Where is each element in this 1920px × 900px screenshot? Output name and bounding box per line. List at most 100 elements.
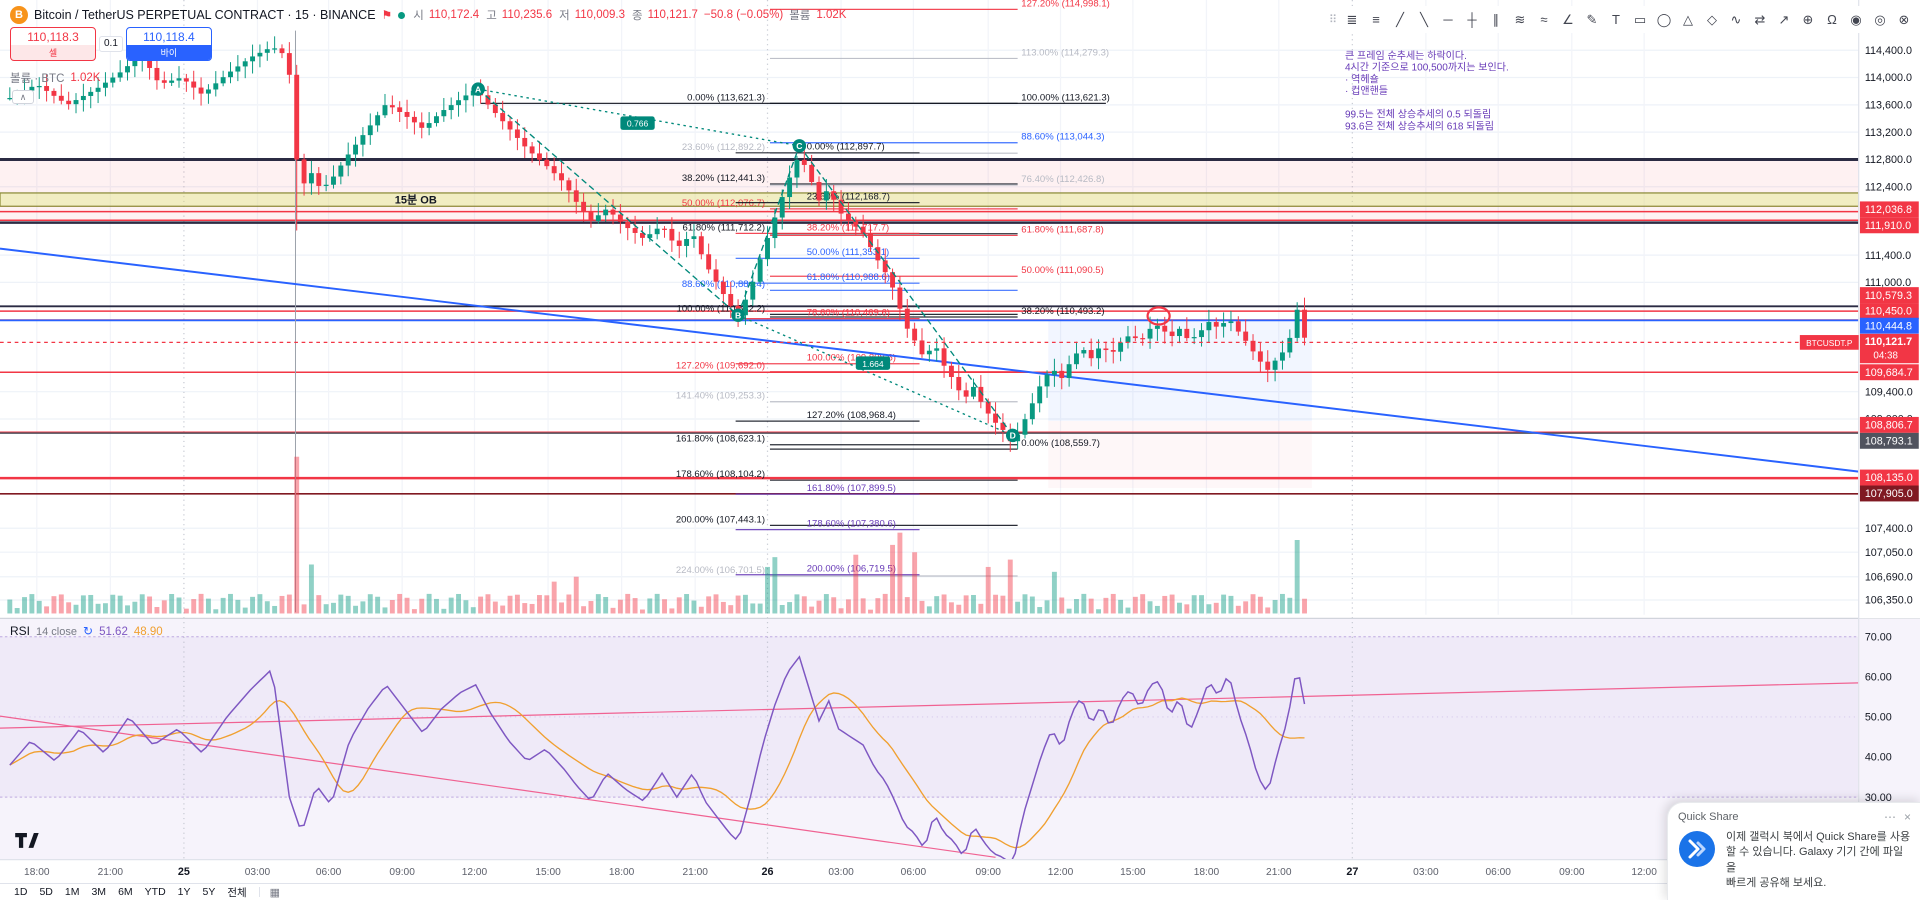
rsi-title: RSI: [10, 624, 31, 638]
rsi-legend[interactable]: RSI 14 close ↻ 51.62 48.90: [10, 624, 163, 638]
ohlc-label: 종: [632, 10, 643, 22]
rsi-pane: [0, 617, 1920, 865]
range-buttons: 1D 5D 1M 3M 6M YTD 1Y 5Y 전체: [8, 885, 253, 900]
tool-lock-all-icon[interactable]: ◉: [1844, 7, 1868, 32]
svg-text:B: B: [735, 310, 741, 320]
price-level-label: [1859, 469, 1919, 486]
quick-share-title: Quick Share: [1678, 811, 1739, 823]
quick-share-notification[interactable]: Quick Share ⋯ × 이제 갤럭시 북에서 Quick Share를 …: [1667, 802, 1920, 900]
svg-text:04:38: 04:38: [1873, 350, 1898, 361]
legend-collapse-button[interactable]: ∧: [12, 90, 34, 104]
symbol-title[interactable]: Bitcoin / TetherUS PERPETUAL CONTRACT · …: [34, 8, 376, 22]
rsi-refresh-icon[interactable]: ↻: [83, 624, 94, 638]
svg-text:BTCUSDT.P: BTCUSDT.P: [1806, 338, 1853, 348]
time-label: 27: [1346, 866, 1358, 878]
tool-xabcd-pattern-icon[interactable]: ◇: [1700, 7, 1724, 32]
time-label: 18:00: [24, 867, 50, 878]
annotation-note-1[interactable]: 큰 프레임 순추세는 하락이다.4시간 기준으로 100,500까지는 보인다.…: [1345, 49, 1509, 97]
svg-text:· 컵앤핸들: · 컵앤핸들: [1345, 84, 1388, 97]
tool-magnet-icon[interactable]: Ω: [1820, 7, 1844, 32]
tool-trend-line-icon[interactable]: ╱: [1388, 7, 1412, 32]
tool-fib-retracement-icon[interactable]: ≋: [1508, 7, 1532, 32]
time-label: 18:00: [1194, 867, 1220, 878]
tool-arrow-marker-icon[interactable]: ↗: [1772, 7, 1796, 32]
tool-fib-timezone-icon[interactable]: ≈: [1532, 7, 1556, 32]
tool-remove-all-icon[interactable]: ⊗: [1892, 7, 1916, 32]
range-button-YTD[interactable]: YTD: [139, 886, 172, 898]
tool-text-icon[interactable]: T: [1604, 7, 1628, 32]
price-axis[interactable]: 114,400.0 114,000.0 113,600.0 113,200.0 112,…: [1858, 0, 1919, 885]
tool-brush-icon[interactable]: ✎: [1580, 7, 1604, 32]
price-level-label: [1859, 364, 1919, 381]
rsi-params: 14 close: [36, 626, 77, 638]
close-icon[interactable]: ×: [1903, 810, 1911, 824]
ohlc-value: 110,235.6: [501, 9, 553, 21]
range-button-5Y[interactable]: 5Y: [197, 886, 222, 898]
price-label: 112,400.0: [1865, 181, 1912, 193]
sell-price: 110,118.3: [27, 30, 79, 44]
volume-indicator-legend[interactable]: 볼륨 · BTC 1.02K: [10, 70, 100, 86]
rsi-scale-label: 50.00: [1865, 712, 1892, 724]
toolbar-drag-handle-icon[interactable]: ⠿: [1326, 7, 1340, 32]
range-button-1D[interactable]: 1D: [8, 886, 33, 898]
quick-share-message: 이제 갤럭시 북에서 Quick Share를 사용 할 수 있습니다. Gal…: [1726, 830, 1911, 892]
svg-text:107,905.0: 107,905.0: [1865, 488, 1913, 500]
tool-zoom-in-icon[interactable]: ⊕: [1796, 7, 1820, 32]
tool-gann-fan-icon[interactable]: ∠: [1556, 7, 1580, 32]
svg-text:141.40% (109,253.3): 141.40% (109,253.3): [676, 391, 765, 402]
divider: [258, 887, 260, 897]
range-button-3M[interactable]: 3M: [85, 886, 112, 898]
time-label: 06:00: [1486, 867, 1512, 878]
more-options-icon[interactable]: ⋯: [1883, 810, 1896, 824]
tool-object-tree-icon[interactable]: ≣: [1340, 7, 1364, 32]
time-label: 09:00: [389, 867, 415, 878]
ob-label: 15분 OB: [395, 193, 437, 206]
range-button-5D[interactable]: 5D: [33, 886, 58, 898]
fib-retracement-2[interactable]: 127.20% (114,998.1) 113.00% (114,279.3) 10…: [769, 0, 1110, 450]
tool-ray-icon[interactable]: ╲: [1412, 7, 1436, 32]
tool-long-position-icon[interactable]: ⇄: [1748, 7, 1772, 32]
svg-text:61.80% (110,988.6): 61.80% (110,988.6): [807, 272, 890, 283]
tool-horizontal-line-icon[interactable]: ─: [1436, 7, 1460, 32]
svg-text:111,910.0: 111,910.0: [1865, 220, 1911, 232]
time-label: 15:00: [1120, 867, 1146, 878]
tool-rectangle-icon[interactable]: ▭: [1628, 7, 1652, 32]
buy-label: 바이: [126, 45, 211, 60]
svg-text:93.6은 전체 상승추세의 618 되돌림: 93.6은 전체 상승추세의 618 되돌림: [1345, 120, 1494, 132]
time-label: 26: [762, 866, 774, 878]
range-button-1Y[interactable]: 1Y: [172, 886, 197, 898]
range-button-1M[interactable]: 1M: [59, 886, 86, 898]
time-label: 21:00: [98, 867, 124, 878]
tool-data-window-icon[interactable]: ≡: [1364, 7, 1388, 32]
tool-hide-all-icon[interactable]: ◎: [1868, 7, 1892, 32]
quick-share-line-1: 이제 갤럭시 북에서 Quick Share를 사용: [1726, 831, 1911, 843]
sell-button[interactable]: 110,118.3 셀: [10, 27, 96, 61]
tool-ellipse-icon[interactable]: ◯: [1652, 7, 1676, 32]
horizontal-level-lines[interactable]: [0, 158, 1859, 495]
svg-text:200.00% (106,719.5): 200.00% (106,719.5): [807, 564, 896, 575]
svg-text:61.80% (111,712.2): 61.80% (111,712.2): [683, 223, 766, 234]
svg-text:61.80% (111,687.8): 61.80% (111,687.8): [1021, 224, 1104, 235]
volume-indicator-value: 1.02K: [70, 72, 101, 84]
tool-cross-line-icon[interactable]: ┼: [1460, 7, 1484, 32]
flag-icon[interactable]: ⚑: [381, 8, 393, 22]
buy-button[interactable]: 110,118.4 바이: [125, 27, 212, 61]
svg-text:큰 프레임 순추세는 하락이다.: 큰 프레임 순추세는 하락이다.: [1345, 49, 1467, 62]
symbol-price-tag: BTCUSDT.P: [1799, 335, 1859, 350]
highlight-circle[interactable]: [1146, 306, 1171, 326]
range-button-6M[interactable]: 6M: [112, 886, 139, 898]
range-button-전체[interactable]: 전체: [221, 885, 252, 900]
tool-parallel-channel-icon[interactable]: ∥: [1484, 7, 1508, 32]
svg-text:161.80% (107,899.5): 161.80% (107,899.5): [807, 483, 896, 494]
tradingview-logo[interactable]: [14, 833, 42, 854]
tool-elliott-wave-icon[interactable]: ∿: [1724, 7, 1748, 32]
price-change: −50.8 (−0.05%): [703, 9, 784, 21]
tool-triangle-icon[interactable]: △: [1676, 7, 1700, 32]
xabcd-pattern-drawing[interactable]: 0.766 1.664 A B C D: [471, 82, 1020, 443]
price-label: 106,690.0: [1865, 571, 1913, 583]
go-to-date-icon[interactable]: ▦: [266, 886, 284, 899]
rsi-pane-background: [0, 618, 1920, 860]
svg-text:38.20% (112,441.3): 38.20% (112,441.3): [682, 173, 765, 184]
